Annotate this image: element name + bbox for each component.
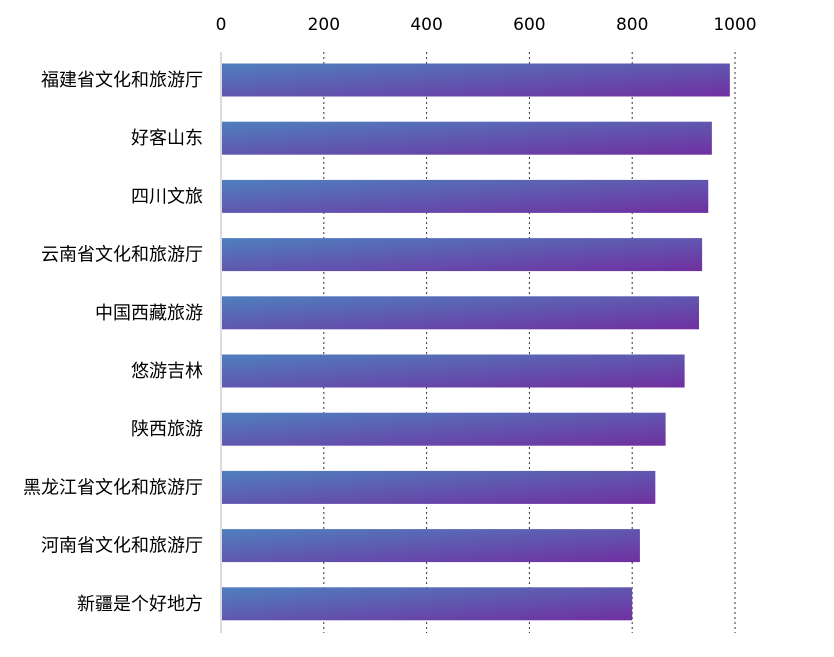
x-tick-label: 200 xyxy=(308,15,340,35)
bar xyxy=(222,121,712,155)
category-label: 悠游吉林 xyxy=(131,361,203,382)
bar xyxy=(222,63,730,97)
bar xyxy=(222,587,633,621)
bar xyxy=(222,354,685,388)
x-tick-label: 600 xyxy=(513,15,545,35)
bar xyxy=(222,238,703,272)
category-label: 云南省文化和旅游厅 xyxy=(41,245,203,266)
category-label: 好客山东 xyxy=(131,128,203,149)
x-tick-label: 0 xyxy=(216,15,227,35)
category-label: 陕西旅游 xyxy=(131,419,203,440)
x-tick-label: 1000 xyxy=(713,15,756,35)
x-tick-label: 800 xyxy=(616,15,648,35)
category-labels: 福建省文化和旅游厅好客山东四川文旅云南省文化和旅游厅中国西藏旅游悠游吉林陕西旅游… xyxy=(23,70,203,615)
category-label: 新疆是个好地方 xyxy=(77,594,203,615)
category-label: 河南省文化和旅游厅 xyxy=(41,536,203,557)
bar xyxy=(222,412,666,446)
bar xyxy=(222,470,656,504)
category-label: 中国西藏旅游 xyxy=(95,303,203,324)
bar xyxy=(222,296,700,330)
bar xyxy=(222,179,709,213)
category-label: 福建省文化和旅游厅 xyxy=(41,70,203,91)
category-label: 黑龙江省文化和旅游厅 xyxy=(23,477,203,498)
bars xyxy=(222,63,730,621)
bar xyxy=(222,529,640,563)
x-axis-ticks: 0 200 400 600 800 1000 xyxy=(216,15,757,35)
category-label: 四川文旅 xyxy=(131,186,203,207)
x-tick-label: 400 xyxy=(410,15,442,35)
